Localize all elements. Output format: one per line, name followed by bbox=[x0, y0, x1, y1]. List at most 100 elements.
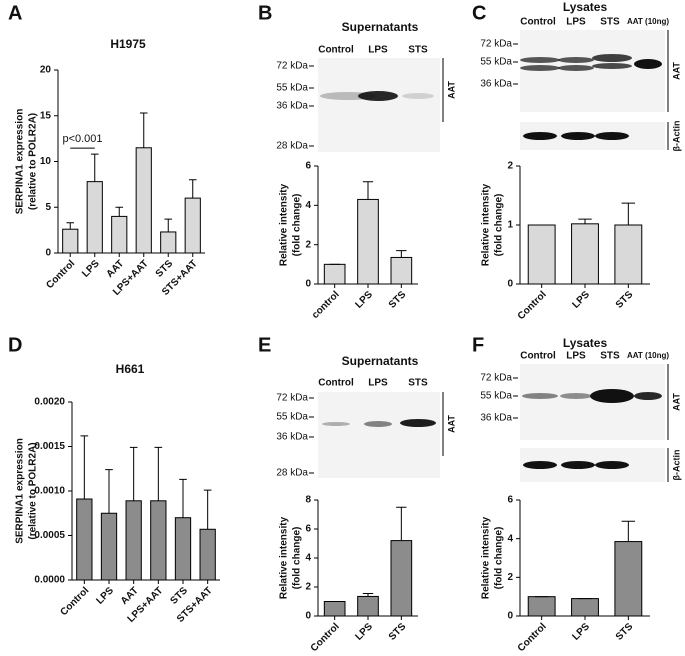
side-label: AAT bbox=[446, 415, 456, 433]
lane-label: LPS bbox=[368, 45, 388, 56]
y-axis-label: SERPINA1 expression bbox=[15, 109, 26, 215]
error-bar bbox=[154, 446, 163, 501]
y-tick-label: 6 bbox=[305, 524, 311, 535]
blot-band bbox=[634, 59, 662, 69]
actin-band bbox=[561, 461, 595, 469]
lane-label: LPS bbox=[566, 17, 586, 28]
x-tick-label: control bbox=[310, 289, 342, 321]
panel-letter: B bbox=[258, 2, 272, 24]
y-tick-label: 0.0000 bbox=[34, 575, 65, 586]
bar bbox=[100, 512, 118, 581]
error-bar bbox=[129, 446, 138, 501]
actin-band bbox=[595, 132, 629, 140]
x-tick-label: AAT bbox=[104, 258, 126, 280]
blot-band bbox=[402, 93, 434, 99]
panel-letter: C bbox=[472, 2, 486, 24]
panel-letter: A bbox=[8, 2, 22, 24]
blot-band bbox=[322, 422, 350, 426]
panel-letter: D bbox=[8, 334, 22, 356]
marker-label: 55 kDa bbox=[480, 391, 512, 402]
bar bbox=[62, 228, 79, 254]
side-label: β-Actin bbox=[671, 450, 681, 481]
y-tick-label: 15 bbox=[40, 110, 52, 121]
lane-label: LPS bbox=[566, 351, 586, 362]
error-bar bbox=[188, 179, 197, 199]
y-axis-label: Relative intensity bbox=[279, 183, 290, 266]
y-tick-label: 2 bbox=[507, 572, 513, 583]
blot-band bbox=[522, 393, 558, 399]
blot-band bbox=[592, 63, 632, 69]
x-tick-label: STS bbox=[387, 621, 409, 643]
blot-membrane bbox=[520, 364, 665, 440]
bar bbox=[86, 181, 103, 254]
y-tick-label: 0 bbox=[507, 279, 513, 290]
blot-title: Lysates bbox=[563, 336, 608, 350]
x-tick-label: STS bbox=[614, 289, 636, 311]
x-tick-label: LPS bbox=[94, 585, 116, 607]
marker-label: 36 kDa bbox=[276, 101, 308, 112]
bar bbox=[390, 256, 413, 285]
error-bar bbox=[90, 153, 99, 182]
bar bbox=[614, 541, 643, 617]
error-bar bbox=[621, 520, 636, 542]
y-tick-label: 0.0020 bbox=[34, 397, 65, 408]
y-axis-label: SERPINA1 expression bbox=[15, 438, 26, 544]
y-tick-label: 0 bbox=[507, 611, 513, 622]
bar bbox=[199, 528, 216, 581]
lane-label: STS bbox=[408, 45, 428, 56]
y-tick-label: 4 bbox=[507, 533, 513, 544]
blot-band bbox=[520, 57, 560, 63]
side-label: AAT bbox=[671, 393, 681, 411]
x-tick-label: Control bbox=[309, 621, 342, 654]
y-tick-label: 0.0010 bbox=[34, 486, 65, 497]
lane-label: LPS bbox=[368, 378, 388, 389]
y-tick-label: 20 bbox=[40, 65, 52, 76]
blot-band bbox=[364, 421, 392, 427]
marker-label: 55 kDa bbox=[480, 57, 512, 68]
y-tick-label: 0 bbox=[45, 248, 51, 259]
y-tick-label: 0 bbox=[305, 279, 311, 290]
actin-band bbox=[595, 461, 629, 469]
y-tick-label: 0.0015 bbox=[34, 441, 65, 452]
marker-label: 28 kDa bbox=[276, 141, 308, 152]
bar bbox=[111, 215, 128, 254]
blot-band bbox=[634, 392, 662, 400]
side-label: AAT bbox=[671, 62, 681, 80]
bar bbox=[614, 224, 643, 285]
annotation: p<0.001 bbox=[62, 133, 102, 145]
y-axis-label: (relative to POLR2A) bbox=[28, 113, 39, 210]
error-bar bbox=[362, 593, 374, 597]
blot-title: Supernatants bbox=[342, 20, 419, 34]
lane-label: Control bbox=[520, 17, 556, 28]
bar bbox=[527, 596, 556, 617]
x-tick-label: LPS bbox=[570, 289, 592, 311]
x-tick-label: Control bbox=[58, 585, 91, 618]
lane-label: AAT (10ng) bbox=[627, 17, 669, 26]
marker-label: 36 kDa bbox=[480, 79, 512, 90]
bar bbox=[571, 598, 599, 617]
blot-band bbox=[592, 54, 632, 62]
x-tick-label: LPS bbox=[353, 621, 375, 643]
blot-title: Supernatants bbox=[342, 354, 419, 368]
y-tick-label: 6 bbox=[305, 161, 311, 172]
error-bar bbox=[105, 469, 113, 514]
bar bbox=[135, 147, 152, 254]
bar bbox=[150, 500, 167, 581]
lane-label: STS bbox=[600, 17, 620, 28]
actin-band bbox=[523, 461, 557, 469]
x-tick-label: Control bbox=[516, 621, 549, 654]
y-axis-label: Relative intensity bbox=[481, 183, 492, 266]
marker-label: 72 kDa bbox=[480, 373, 512, 384]
y-axis-label: (fold change) bbox=[494, 527, 505, 590]
bar bbox=[527, 224, 556, 285]
bar bbox=[76, 498, 93, 581]
y-tick-label: 8 bbox=[305, 495, 311, 506]
bar bbox=[125, 500, 142, 581]
y-tick-label: 2 bbox=[305, 582, 311, 593]
panel-letter: E bbox=[258, 334, 271, 356]
side-label: β-Actin bbox=[671, 121, 681, 152]
blot-band bbox=[560, 393, 592, 399]
lane-label: STS bbox=[600, 351, 620, 362]
blot-title: Lysates bbox=[563, 0, 608, 14]
